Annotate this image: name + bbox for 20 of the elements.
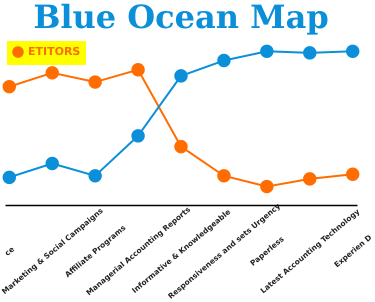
point [2,80,16,94]
point [217,169,231,182]
point [46,66,59,80]
point [346,168,360,181]
point [260,44,274,58]
point [2,170,16,184]
point [131,63,145,76]
point [131,129,145,143]
point [303,46,316,60]
point [46,156,59,170]
point [217,54,231,68]
point [174,69,188,83]
point [260,180,274,194]
point [88,75,102,89]
point [346,44,360,58]
chart-title: Blue Ocean Map [33,0,329,36]
point [303,172,316,186]
point [174,140,188,154]
point [88,169,102,182]
legend-label: ETITORS [28,45,80,58]
